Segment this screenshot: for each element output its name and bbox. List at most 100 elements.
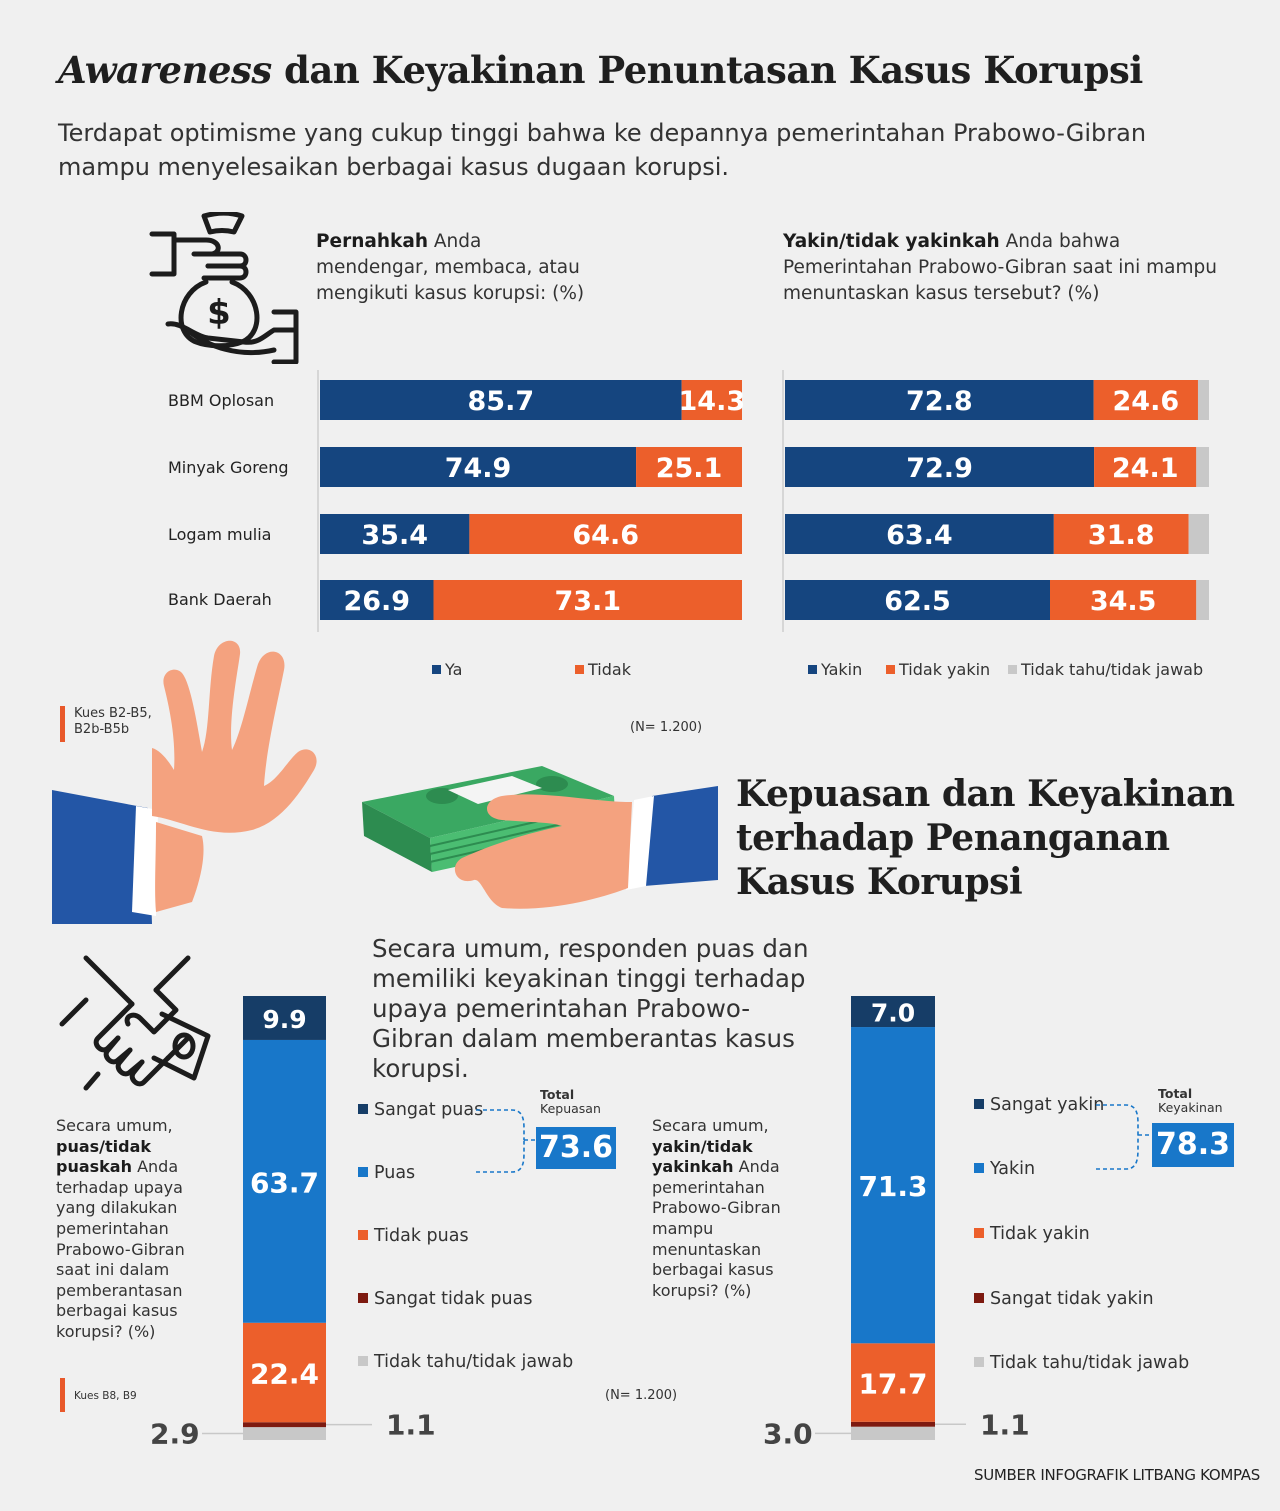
legend-tidak-tahu: Tidak tahu/tidak jawab: [1008, 660, 1203, 679]
question-confidence: Yakin/tidak yakinkah Anda bahwa Pemerint…: [783, 229, 1223, 307]
legend-label: Tidak tahu/tidak jawab: [990, 1353, 1190, 1373]
legend-label: Tidak puas: [374, 1226, 469, 1246]
legend-label: Sangat tidak puas: [374, 1289, 533, 1309]
legend-tidak-tahu-label: Tidak tahu/tidak jawab: [1021, 660, 1204, 679]
source-credit: SUMBER INFOGRAFIK LITBANG KOMPAS: [974, 1466, 1260, 1484]
question-belief-text: Anda pemerintahan Prabowo-Gibran mampu m…: [652, 1157, 781, 1300]
page-title: Awareness dan Keyakinan Penuntasan Kasus…: [58, 48, 1143, 92]
bar-segment: [1053, 514, 1189, 554]
bar-segment: [320, 514, 470, 554]
bar-segment: [1050, 580, 1197, 620]
bar-segment: [851, 1426, 935, 1440]
legend-swatch: [358, 1167, 368, 1177]
bar-segment: [636, 447, 742, 487]
bar-value-label: 7.0: [871, 999, 915, 1028]
legend-label: Tidak yakin: [990, 1224, 1090, 1244]
legend-label: Sangat puas: [374, 1100, 484, 1120]
bar-value-label: 71.3: [858, 1170, 927, 1203]
bar-segment: [851, 996, 935, 1028]
category-label: Bank Daerah: [168, 590, 272, 609]
bar-value-label: 72.9: [906, 453, 973, 484]
legend-swatch: [974, 1357, 984, 1367]
bar-segment: [1196, 447, 1209, 487]
bar-segment: [1094, 447, 1197, 487]
bar-value-label: 62.5: [884, 586, 951, 617]
total-satisfaction-label: Total Kepuasan: [540, 1088, 601, 1116]
bar-segment: [1093, 380, 1198, 420]
refusing-hand-illustration: [52, 640, 317, 924]
question-awareness-text: Anda mendengar, membaca, atau mengikuti …: [316, 231, 585, 304]
note-line: B2b-B5b: [74, 722, 130, 737]
satisfaction-connector: [476, 1109, 536, 1173]
legend-label: Tidak tahu/tidak jawab: [374, 1352, 574, 1372]
bar-segment: [785, 447, 1095, 487]
bar-segment: [785, 514, 1054, 554]
legend-tidak-yakin-label: Tidak yakin: [899, 660, 991, 679]
total-label-sub: Keyakinan: [1158, 1100, 1223, 1115]
page-subtitle: Terdapat optimisme yang cukup tinggi bah…: [58, 119, 1147, 181]
question-confidence-text: Anda bahwa Pemerintahan Prabowo-Gibran s…: [783, 231, 1217, 304]
bar-value-label: 31.8: [1088, 520, 1155, 551]
legend-swatch: [974, 1293, 984, 1303]
legend-tidak: Tidak: [575, 660, 631, 679]
bar-value-label: 3.0: [763, 1417, 813, 1450]
questionnaire-note-2: Kues B8, B9: [74, 1390, 137, 1402]
total-satisfaction-value: 73.6: [536, 1127, 616, 1169]
question-awareness-bold: Pernahkah: [316, 231, 429, 252]
bar-segment: [243, 1039, 326, 1323]
legend-swatch: [358, 1293, 368, 1303]
bar-value-label: 72.8: [906, 386, 973, 417]
legend-swatch: [432, 665, 441, 674]
bar-value-label: 24.6: [1113, 386, 1180, 417]
legend-sangat-yakin: Sangat yakin: [974, 1095, 1104, 1115]
total-belief-value: 78.3: [1152, 1123, 1234, 1167]
note-line: Kues B2-B5,: [74, 706, 152, 721]
question-satisfaction: Secara umum, puas/tidak puaskah Anda ter…: [56, 1116, 206, 1343]
question-belief: Secara umum, yakin/tidak yakinkah Anda p…: [652, 1116, 792, 1301]
legend-tidak-tahu-3: Tidak tahu/tidak jawab: [974, 1353, 1189, 1373]
note-accent-bar: [60, 1378, 65, 1412]
bar-value-label: 2.9: [150, 1418, 200, 1451]
bar-segment: [1188, 514, 1209, 554]
belief-connector: [1096, 1104, 1152, 1170]
legend-ya: Ya: [432, 660, 462, 679]
legend-sangat-tidak-yakin: Sangat tidak yakin: [974, 1289, 1154, 1309]
legend-swatch: [575, 665, 584, 674]
legend-tidak-yakin: Tidak yakin: [886, 660, 990, 679]
bar-segment: [243, 1322, 326, 1423]
legend-puas: Puas: [358, 1163, 415, 1183]
section-title: Kepuasan dan Keyakinan terhadap Penangan…: [736, 773, 1235, 903]
bar-segment: [243, 1422, 326, 1428]
bar-segment: [320, 447, 637, 487]
sample-size-note: (N= 1.200): [630, 720, 703, 735]
sample-size-note-2: (N= 1.200): [605, 1388, 678, 1403]
bar-segment: [469, 514, 742, 554]
bar-segment: [1196, 580, 1209, 620]
bar-value-label: 35.4: [361, 520, 428, 551]
total-belief-label: Total Keyakinan: [1158, 1087, 1223, 1115]
note-accent-bar: [60, 706, 65, 742]
total-label-title: Total: [1158, 1086, 1193, 1101]
bar-value-label: 24.1: [1112, 453, 1179, 484]
bar-value-label: 25.1: [656, 453, 723, 484]
horizontal-bar-charts: 85.7 14.3 74.9 25.1 35.4 64.6 26.9 73.1 72.8 24.6…: [317, 370, 1209, 632]
question-belief-bold: yakin/tidak yakinkah: [652, 1136, 753, 1177]
bar-value-label: 22.4: [250, 1358, 319, 1391]
bar-value-label: 74.9: [445, 453, 512, 484]
bar-value-label: 85.7: [468, 386, 535, 417]
bar-value-label: 9.9: [262, 1005, 306, 1034]
category-label: Minyak Goreng: [168, 458, 289, 477]
legend-label: Yakin: [990, 1159, 1036, 1179]
question-satisfaction-pre: Secara umum,: [56, 1116, 173, 1135]
bar-segment: [1197, 380, 1209, 420]
legend-label: Sangat yakin: [990, 1095, 1105, 1115]
bar-segment: [320, 580, 434, 620]
legend-sangat-puas: Sangat puas: [358, 1100, 483, 1120]
legend-swatch: [1008, 665, 1017, 674]
bar-segment: [851, 1027, 935, 1344]
legend-tidak-label: Tidak: [588, 660, 631, 679]
bar-value-label: 64.6: [572, 520, 639, 551]
total-label-sub: Kepuasan: [540, 1101, 601, 1116]
category-label: BBM Oplosan: [168, 391, 275, 410]
money-bag-hand-icon: $: [149, 212, 299, 364]
